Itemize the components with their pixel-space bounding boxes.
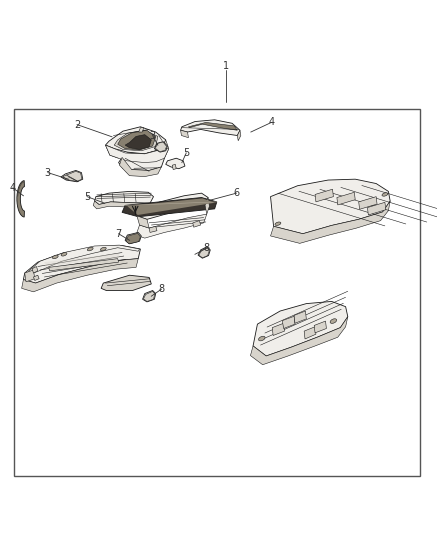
Text: 3: 3 (45, 168, 51, 177)
Polygon shape (271, 179, 390, 234)
Polygon shape (155, 142, 166, 152)
Polygon shape (271, 201, 390, 244)
Polygon shape (120, 157, 161, 176)
Text: 1: 1 (223, 61, 229, 71)
Polygon shape (122, 198, 217, 217)
Ellipse shape (87, 247, 93, 251)
Polygon shape (101, 275, 151, 290)
Ellipse shape (61, 253, 67, 256)
Polygon shape (28, 245, 140, 275)
Polygon shape (272, 323, 285, 335)
Polygon shape (253, 302, 348, 356)
Polygon shape (127, 198, 215, 215)
Polygon shape (106, 145, 169, 163)
Polygon shape (32, 266, 38, 273)
Polygon shape (205, 198, 209, 214)
Ellipse shape (53, 255, 58, 259)
Polygon shape (33, 275, 39, 280)
Polygon shape (144, 292, 155, 302)
Polygon shape (137, 193, 208, 220)
Polygon shape (17, 181, 25, 217)
Polygon shape (198, 247, 210, 258)
Polygon shape (106, 145, 119, 158)
Ellipse shape (100, 247, 106, 251)
Polygon shape (149, 227, 157, 232)
Polygon shape (61, 171, 83, 182)
Polygon shape (154, 142, 167, 152)
Polygon shape (95, 191, 153, 205)
Ellipse shape (258, 336, 265, 341)
Text: 7: 7 (116, 229, 122, 239)
Polygon shape (136, 214, 207, 238)
Polygon shape (314, 321, 326, 333)
Text: 8: 8 (158, 284, 164, 294)
Polygon shape (172, 164, 176, 169)
Polygon shape (199, 248, 209, 258)
Bar (14, 109, 420, 476)
Polygon shape (114, 130, 158, 151)
Polygon shape (359, 197, 377, 209)
Text: 4: 4 (10, 183, 16, 193)
Polygon shape (237, 130, 241, 141)
Polygon shape (137, 216, 149, 228)
Polygon shape (44, 253, 120, 266)
Polygon shape (166, 158, 185, 169)
Polygon shape (49, 259, 119, 271)
Text: 2: 2 (74, 119, 80, 130)
Polygon shape (118, 130, 155, 150)
Text: 5: 5 (84, 192, 90, 201)
Polygon shape (294, 311, 306, 323)
Polygon shape (315, 189, 333, 202)
Polygon shape (25, 270, 35, 282)
Polygon shape (180, 130, 188, 138)
Polygon shape (161, 140, 169, 158)
Polygon shape (367, 203, 386, 215)
Text: 3: 3 (149, 131, 155, 141)
Polygon shape (283, 316, 295, 328)
Polygon shape (143, 290, 155, 302)
Ellipse shape (382, 193, 388, 196)
Polygon shape (21, 259, 138, 292)
Text: 5: 5 (183, 148, 189, 158)
Polygon shape (337, 192, 355, 205)
Polygon shape (119, 149, 164, 171)
Text: 4: 4 (268, 117, 275, 127)
Polygon shape (63, 171, 82, 181)
Polygon shape (188, 123, 237, 130)
Text: 8: 8 (204, 243, 210, 253)
Polygon shape (125, 232, 141, 244)
Polygon shape (126, 233, 141, 244)
Polygon shape (180, 120, 240, 135)
Polygon shape (139, 128, 144, 132)
Polygon shape (106, 127, 166, 154)
Polygon shape (193, 221, 201, 227)
Ellipse shape (275, 222, 281, 225)
Polygon shape (304, 327, 316, 339)
Polygon shape (125, 135, 151, 149)
Polygon shape (251, 317, 348, 365)
Polygon shape (23, 246, 141, 283)
Polygon shape (93, 201, 150, 209)
Text: 6: 6 (233, 188, 240, 198)
Ellipse shape (330, 319, 337, 324)
